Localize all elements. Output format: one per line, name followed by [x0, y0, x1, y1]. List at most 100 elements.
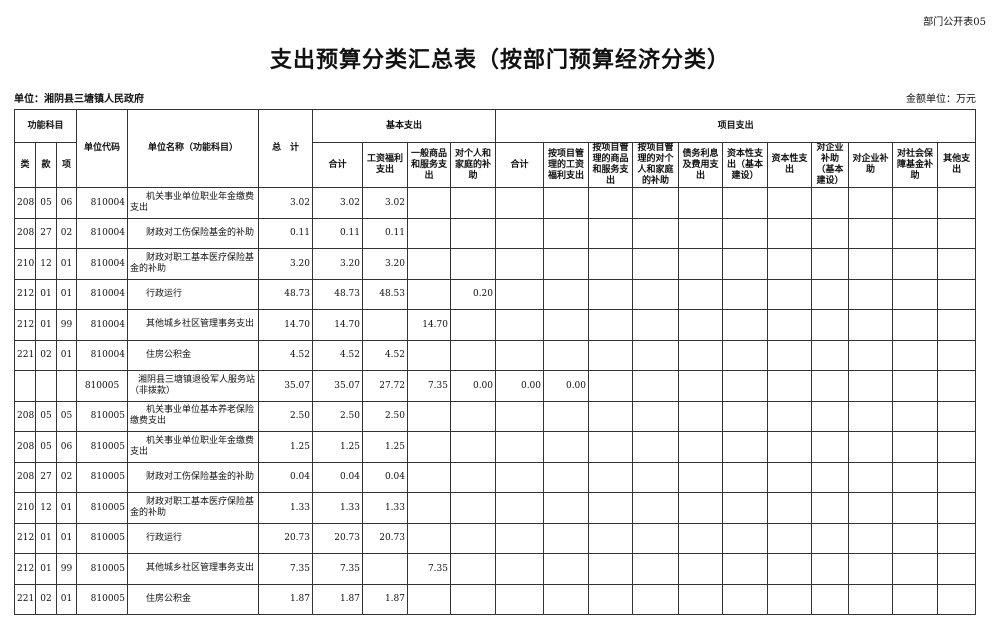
table-cell	[632, 278, 680, 310]
table-cell	[407, 431, 451, 463]
table-cell	[56, 370, 77, 402]
table-cell	[495, 492, 545, 524]
table-cell: 06	[56, 187, 77, 219]
table-cell	[811, 248, 850, 280]
table-cell: 810005	[76, 370, 128, 402]
table-cell	[632, 339, 680, 371]
table-cell	[722, 400, 769, 432]
table-cell	[632, 217, 680, 249]
budget-table: 功能科目 单位代码 单位名称（功能科目） 总 计 基本支出 项目支出 类 款 项…	[14, 109, 977, 615]
table-cell	[937, 522, 977, 554]
table-cell: 3.02	[362, 187, 408, 219]
table-cell	[449, 248, 497, 280]
table-cell: 221	[14, 583, 36, 615]
table-cell: 机关事业单位基本养老保险缴费支出	[127, 400, 259, 432]
table-cell	[678, 492, 724, 524]
header-code: 单位代码	[76, 109, 128, 188]
header-project-col: 资本性支出（基本建设）	[722, 142, 769, 188]
table-cell	[407, 461, 451, 493]
table-cell	[588, 522, 634, 554]
table-cell	[362, 309, 408, 341]
table-cell	[632, 583, 680, 615]
table-cell	[407, 187, 451, 219]
table-cell	[937, 553, 977, 585]
table-row: 221 02 01 810004 住房公积金 4.52 4.52 4.52	[14, 339, 977, 371]
table-cell	[543, 278, 590, 310]
table-cell	[588, 553, 634, 585]
table-cell	[632, 431, 680, 463]
table-cell	[892, 370, 939, 402]
table-cell	[767, 522, 813, 554]
table-cell	[848, 278, 894, 310]
table-cell	[543, 187, 590, 219]
table-cell	[543, 217, 590, 249]
table-cell	[722, 522, 769, 554]
header-project-col: 对企业补助	[848, 142, 894, 188]
table-cell: 212	[14, 522, 36, 554]
table-cell: 住房公积金	[127, 583, 259, 615]
table-row: 210 12 01 810004 财政对职工基本医疗保险基金的补助 3.20 3.20 3.2…	[14, 248, 977, 280]
table-cell	[767, 461, 813, 493]
table-cell	[892, 522, 939, 554]
form-code: 部门公开表05	[923, 17, 986, 28]
table-cell: 财政对职工基本医疗保险基金的补助	[127, 248, 259, 280]
table-cell	[848, 431, 894, 463]
table-cell	[449, 309, 497, 341]
table-cell: 27.72	[362, 370, 408, 402]
table-cell	[678, 553, 724, 585]
table-cell	[767, 217, 813, 249]
table-cell: 1.33	[362, 492, 408, 524]
table-cell	[588, 339, 634, 371]
table-row: 208 27 02 810004 财政对工伤保险基金的补助 0.11 0.11 0.11	[14, 217, 977, 249]
table-cell: 212	[14, 278, 36, 310]
table-cell	[892, 583, 939, 615]
table-cell	[767, 553, 813, 585]
table-row: 210 12 01 810005 财政对职工基本医疗保险基金的补助 1.33 1.33 1.3…	[14, 492, 977, 524]
table-cell	[678, 400, 724, 432]
table-cell: 02	[56, 217, 77, 249]
table-cell	[632, 187, 680, 219]
table-cell	[543, 431, 590, 463]
table-cell	[892, 400, 939, 432]
table-cell: 0.11	[258, 217, 313, 249]
table-cell: 1.25	[258, 431, 313, 463]
table-cell	[892, 278, 939, 310]
table-cell	[811, 461, 850, 493]
table-cell	[722, 492, 769, 524]
table-cell	[495, 400, 545, 432]
table-row: 208 27 02 810005 财政对工伤保险基金的补助 0.04 0.04 0.04	[14, 461, 977, 493]
table-cell: 1.87	[312, 583, 363, 615]
table-cell: 221	[14, 339, 36, 371]
table-cell: 0.04	[258, 461, 313, 493]
table-cell: 其他城乡社区管理事务支出	[127, 553, 259, 585]
table-cell	[848, 309, 894, 341]
header-name: 单位名称（功能科目）	[127, 109, 259, 188]
table-cell	[632, 553, 680, 585]
table-cell: 0.11	[362, 217, 408, 249]
table-cell: 14.70	[407, 309, 451, 341]
table-cell	[848, 339, 894, 371]
header-lei: 类	[14, 142, 36, 188]
table-cell: 01	[56, 492, 77, 524]
table-cell: 1.87	[362, 583, 408, 615]
table-cell	[811, 370, 850, 402]
table-cell	[543, 400, 590, 432]
table-cell	[495, 583, 545, 615]
table-cell	[407, 217, 451, 249]
table-cell: 1.33	[312, 492, 363, 524]
table-cell	[407, 583, 451, 615]
table-cell: 48.53	[362, 278, 408, 310]
header-project-col: 其他支出	[937, 142, 977, 188]
table-cell	[722, 583, 769, 615]
table-cell: 财政对工伤保险基金的补助	[127, 461, 259, 493]
table-cell	[362, 553, 408, 585]
table-cell	[848, 248, 894, 280]
table-cell: 20.73	[258, 522, 313, 554]
table-cell	[543, 583, 590, 615]
header-kuan: 款	[35, 142, 57, 188]
table-cell	[543, 309, 590, 341]
table-cell	[937, 400, 977, 432]
table-cell	[449, 187, 497, 219]
table-cell	[848, 400, 894, 432]
table-cell	[449, 553, 497, 585]
